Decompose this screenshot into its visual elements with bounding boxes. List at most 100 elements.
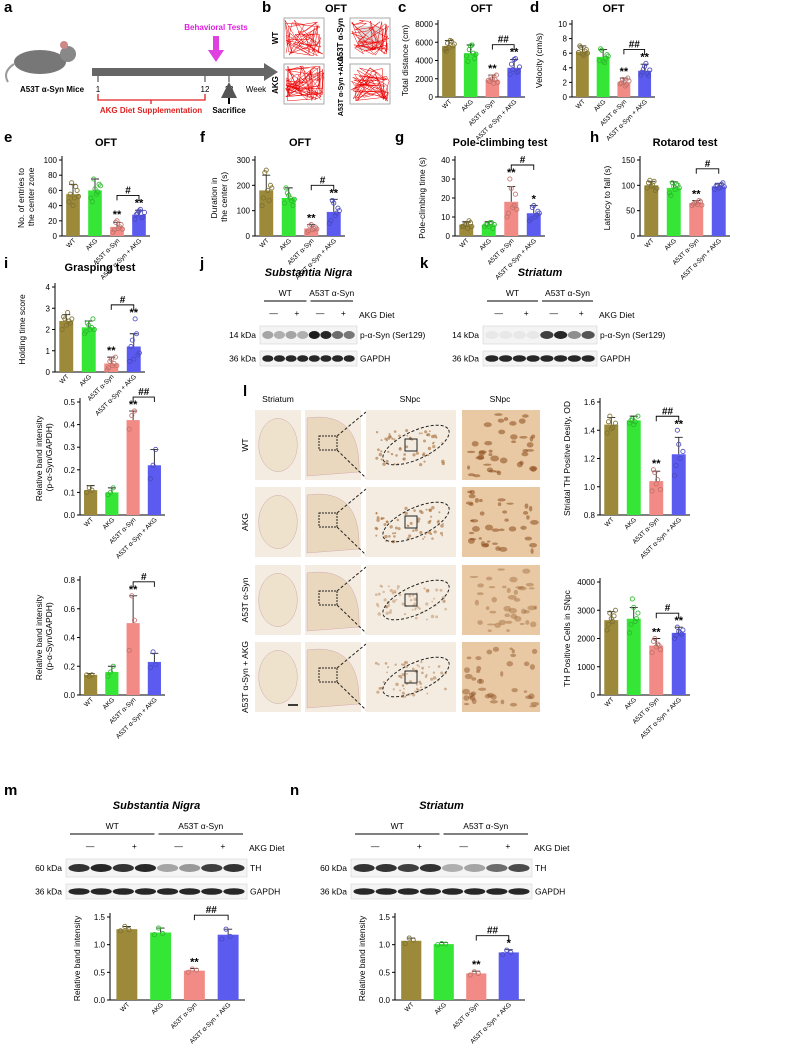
- x-tick-label: AKG: [150, 1001, 165, 1016]
- neuron: [476, 670, 481, 673]
- neuron: [507, 594, 517, 600]
- stain: [424, 430, 428, 434]
- data-point: [511, 57, 517, 63]
- stain: [431, 537, 434, 540]
- data-point: [491, 222, 497, 228]
- neuron: [484, 524, 494, 531]
- blot-band: [179, 888, 201, 895]
- neuron: [472, 526, 480, 532]
- neuron: [463, 695, 470, 701]
- data-point: [656, 643, 662, 649]
- snpc-outline: [382, 579, 450, 621]
- error-bar: [507, 186, 516, 202]
- data-point: [604, 627, 610, 633]
- x-tick-label: A53T α-Syn + AKG: [639, 516, 683, 560]
- stain: [419, 530, 423, 535]
- stain: [387, 585, 390, 588]
- zoom-line: [336, 488, 367, 556]
- blot-marker: 60 kDa: [320, 863, 347, 873]
- stain: [426, 692, 429, 695]
- blot-band: [499, 331, 513, 339]
- blot-membrane: [482, 325, 598, 345]
- bar: [326, 211, 341, 236]
- stain: [427, 454, 430, 457]
- neuron: [469, 575, 479, 578]
- blot-title: Striatum: [518, 267, 563, 279]
- panel-label: i: [4, 255, 8, 272]
- neuron: [502, 510, 508, 514]
- stain: [375, 603, 379, 607]
- y-tick-label: 0.0: [64, 511, 76, 520]
- blot-band: [331, 331, 344, 339]
- y-axis-label: Relative band intensity: [72, 915, 82, 1001]
- data-point: [284, 190, 290, 196]
- data-point: [652, 470, 658, 476]
- stain: [400, 676, 403, 679]
- significance-mark: **: [507, 167, 516, 179]
- neuron: [464, 673, 473, 680]
- zoom-box: [318, 512, 338, 528]
- stain: [414, 608, 417, 611]
- stain: [435, 588, 439, 592]
- neuron: [496, 471, 502, 476]
- stain: [398, 675, 401, 678]
- panel-label: h: [590, 129, 599, 146]
- bar: [116, 929, 138, 1000]
- mouse-tail: [5, 63, 15, 83]
- comparison-bracket: [655, 612, 680, 619]
- neuron: [529, 436, 534, 442]
- stain: [425, 433, 429, 437]
- data-point: [267, 182, 273, 188]
- week-label: 1: [96, 85, 101, 94]
- stain: [423, 439, 427, 443]
- data-point: [105, 673, 111, 679]
- tracks-title: OFT: [325, 3, 347, 15]
- histology-column: Striatum: [262, 394, 294, 404]
- blot-band: [353, 888, 375, 895]
- blot-group: WT: [391, 821, 404, 831]
- data-point: [505, 210, 512, 216]
- stain: [411, 667, 415, 671]
- neuron: [480, 541, 486, 547]
- data-point: [150, 462, 156, 468]
- data-point: [89, 672, 95, 678]
- bar: [81, 327, 96, 372]
- stain: [377, 605, 380, 608]
- stain: [418, 607, 421, 610]
- significance-mark: **: [488, 63, 497, 75]
- mouse-icon: [14, 50, 66, 74]
- stain: [402, 663, 406, 667]
- data-point: [333, 210, 340, 216]
- neuron: [527, 605, 537, 611]
- neuron: [506, 587, 511, 594]
- stain: [376, 690, 380, 694]
- significance-mark: **: [190, 956, 199, 968]
- y-tick-label: 80: [48, 171, 57, 180]
- blot-sign: +: [505, 841, 510, 851]
- data-point: [577, 43, 583, 49]
- data-point: [122, 923, 128, 929]
- error-bar: [674, 626, 683, 633]
- neuron: [468, 692, 475, 697]
- data-point: [443, 941, 449, 947]
- zoom-box: [404, 438, 418, 452]
- blot-band: [201, 888, 223, 895]
- data-point: [512, 191, 518, 197]
- neuron: [477, 620, 483, 625]
- data-point: [328, 218, 334, 224]
- data-point: [118, 928, 124, 934]
- y-axis-label: Holding time score: [17, 294, 27, 365]
- stain: [404, 660, 408, 665]
- stain: [428, 430, 431, 433]
- stain: [375, 456, 379, 460]
- y-tick-label: 1000: [577, 663, 595, 672]
- x-tick-label: WT: [65, 237, 77, 249]
- y-tick-label: 4: [563, 64, 568, 73]
- bar: [442, 45, 456, 97]
- stain: [401, 602, 405, 606]
- y-tick-label: 0: [53, 232, 58, 241]
- data-point: [628, 417, 634, 423]
- stain: [394, 526, 398, 530]
- x-tick-label: AKG: [664, 237, 679, 252]
- data-point: [327, 220, 333, 226]
